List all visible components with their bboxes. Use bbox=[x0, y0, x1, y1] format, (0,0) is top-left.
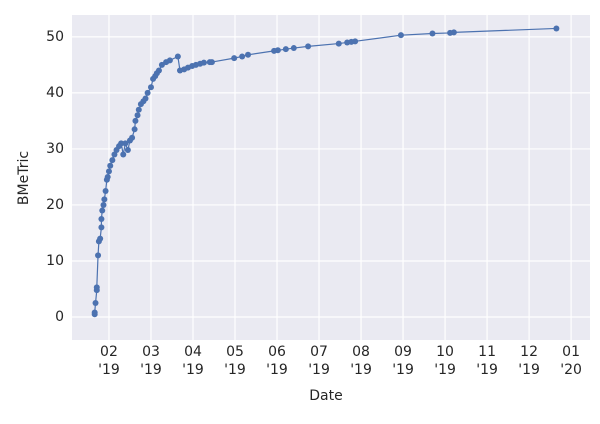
x-tick-label: 07 bbox=[310, 344, 328, 360]
point bbox=[142, 95, 149, 102]
y-tick-label: 40 bbox=[46, 85, 64, 101]
x-tick-label: '19 bbox=[308, 362, 330, 378]
x-tick-label: 05 bbox=[226, 344, 244, 360]
point bbox=[100, 201, 107, 208]
point bbox=[174, 53, 181, 60]
point bbox=[105, 168, 112, 175]
y-tick-label: 0 bbox=[55, 309, 64, 325]
point bbox=[135, 106, 142, 113]
point bbox=[155, 67, 162, 74]
point bbox=[335, 40, 342, 47]
point bbox=[450, 29, 457, 36]
x-tick-label: '19 bbox=[476, 362, 498, 378]
x-axis-label: Date bbox=[309, 388, 342, 404]
x-tick-label: '19 bbox=[518, 362, 540, 378]
y-tick-label: 10 bbox=[46, 253, 64, 269]
point bbox=[107, 162, 114, 169]
point bbox=[245, 51, 252, 58]
point bbox=[239, 53, 246, 60]
point bbox=[92, 300, 99, 307]
point bbox=[93, 284, 100, 291]
x-tick-label: '19 bbox=[98, 362, 120, 378]
point bbox=[120, 151, 127, 158]
point bbox=[129, 134, 136, 141]
point bbox=[98, 224, 105, 231]
x-tick-label: '20 bbox=[560, 362, 582, 378]
point bbox=[97, 235, 104, 242]
point bbox=[147, 84, 154, 91]
point bbox=[99, 207, 106, 214]
point bbox=[397, 32, 404, 39]
point bbox=[274, 47, 281, 54]
y-tick-label: 20 bbox=[46, 197, 64, 213]
point bbox=[109, 157, 116, 164]
x-tick-label: 02 bbox=[100, 344, 118, 360]
y-tick-label: 50 bbox=[46, 29, 64, 45]
plot-area bbox=[72, 15, 590, 340]
x-tick-label: '19 bbox=[434, 362, 456, 378]
x-tick-label: 06 bbox=[268, 344, 286, 360]
point bbox=[118, 140, 125, 147]
x-tick-label: '19 bbox=[224, 362, 246, 378]
point bbox=[290, 45, 297, 52]
point bbox=[166, 57, 173, 64]
x-tick-label: 10 bbox=[436, 344, 454, 360]
y-tick-label: 30 bbox=[46, 141, 64, 157]
point bbox=[553, 25, 560, 32]
x-tick-label: '19 bbox=[350, 362, 372, 378]
x-tick-label: 04 bbox=[184, 344, 202, 360]
x-tick-label: '19 bbox=[392, 362, 414, 378]
point bbox=[102, 187, 109, 194]
point bbox=[352, 38, 359, 45]
x-tick-label: 01 bbox=[562, 344, 580, 360]
y-axis-label: BMeTric bbox=[16, 151, 32, 205]
point bbox=[98, 215, 105, 222]
x-tick-label: '19 bbox=[182, 362, 204, 378]
point bbox=[91, 309, 98, 316]
x-tick-label: '19 bbox=[140, 362, 162, 378]
point bbox=[132, 117, 139, 124]
point bbox=[429, 30, 436, 37]
x-tick-label: 12 bbox=[520, 344, 538, 360]
point bbox=[231, 55, 238, 62]
point bbox=[122, 140, 129, 147]
x-tick-label: 11 bbox=[478, 344, 496, 360]
point bbox=[282, 46, 289, 53]
x-tick-label: 09 bbox=[394, 344, 412, 360]
point bbox=[95, 252, 102, 259]
point bbox=[131, 126, 138, 133]
point bbox=[104, 173, 111, 180]
point bbox=[208, 59, 215, 66]
point bbox=[200, 59, 207, 66]
x-tick-label: 08 bbox=[352, 344, 370, 360]
point bbox=[144, 89, 151, 96]
x-tick-label: '19 bbox=[266, 362, 288, 378]
point bbox=[124, 147, 131, 154]
point bbox=[111, 151, 118, 158]
x-tick-label: 03 bbox=[142, 344, 160, 360]
point bbox=[134, 112, 141, 119]
point bbox=[101, 196, 108, 203]
point bbox=[305, 43, 312, 50]
